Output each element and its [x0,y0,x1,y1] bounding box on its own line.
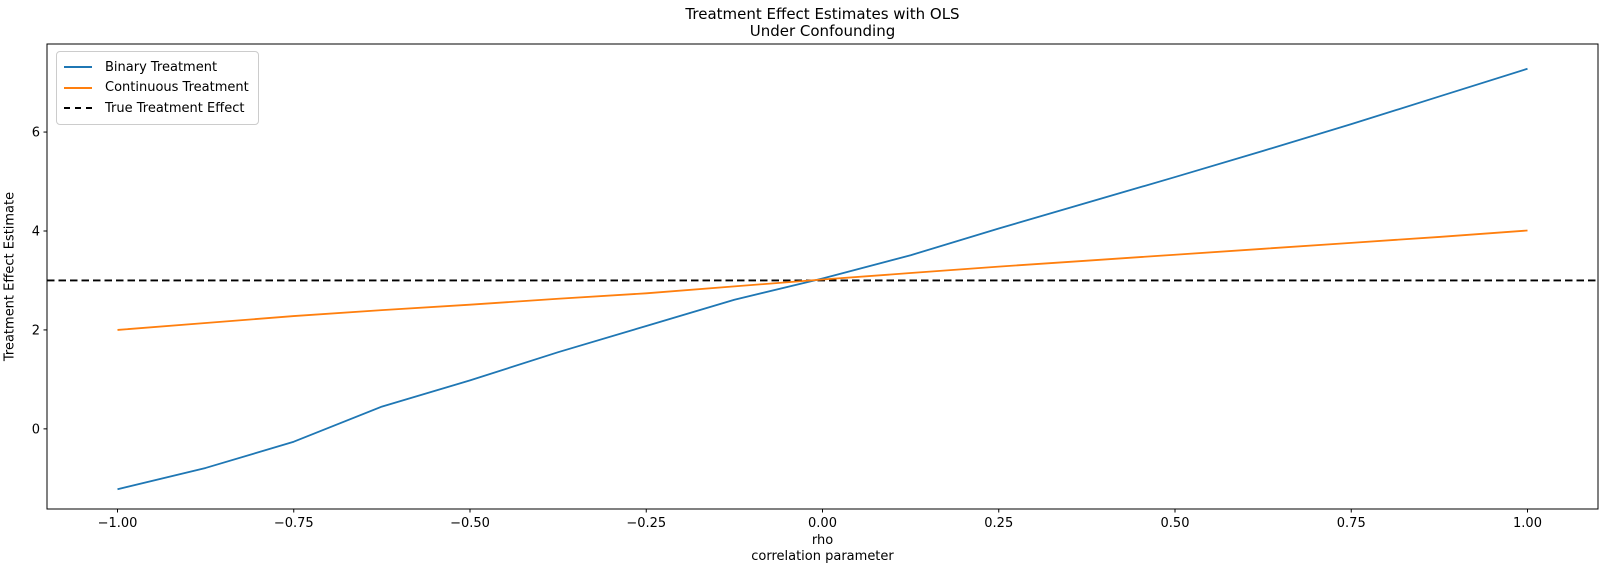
y-tick-label: 0 [32,422,40,437]
legend-label: True Treatment Effect [105,100,245,116]
legend-label: Continuous Treatment [105,80,249,96]
x-tick-label: 0.75 [1337,516,1366,531]
x-tick-label: −0.75 [274,516,314,531]
legend-item-binary-treatment: Binary Treatment [64,57,249,78]
x-tick-label: −0.50 [450,516,490,531]
y-tick-label: 4 [32,224,40,239]
x-tick-label: −1.00 [98,516,138,531]
legend-item-true-treatment-effect: True Treatment Effect [64,98,249,119]
y-tick-label: 6 [32,126,40,141]
y-axis-label: Treatment Effect Estimate [2,191,18,362]
x-tick-label: 1.00 [1513,516,1542,531]
x-axis-label-line-2: correlation parameter [751,548,894,564]
chart-title: Treatment Effect Estimates with OLS Unde… [47,6,1598,40]
legend-item-continuous-treatment: Continuous Treatment [64,78,249,99]
legend-sample-continuous-treatment-line [64,86,92,89]
legend: Binary Treatment Continuous Treatment Tr… [56,51,259,125]
legend-sample-binary-treatment-line [64,66,92,69]
x-tick-label: 0.00 [808,516,837,531]
x-axis-ticks: −1.00 −0.75 −0.50 −0.25 0.00 0.25 0.50 0.75 1.00 [98,509,1542,531]
x-tick-label: −0.25 [626,516,666,531]
x-axis-label-line-1: rho [811,533,834,548]
legend-label: Binary Treatment [105,59,218,75]
legend-sample-true-effect-dashed-line [64,107,92,110]
x-axis-label: rho correlation parameter [47,533,1598,564]
chart-title-line-1: Treatment Effect Estimates with OLS [685,5,960,23]
axes-frame [46,43,1599,510]
y-tick-label: 2 [32,323,40,338]
x-tick-label: 0.50 [1161,516,1190,531]
x-tick-label: 0.25 [984,516,1013,531]
chart-title-line-2: Under Confounding [749,22,896,40]
continuous-treatment-line [117,229,1528,331]
binary-treatment-line [117,67,1528,491]
y-axis-ticks: 0 2 4 6 [32,126,47,437]
